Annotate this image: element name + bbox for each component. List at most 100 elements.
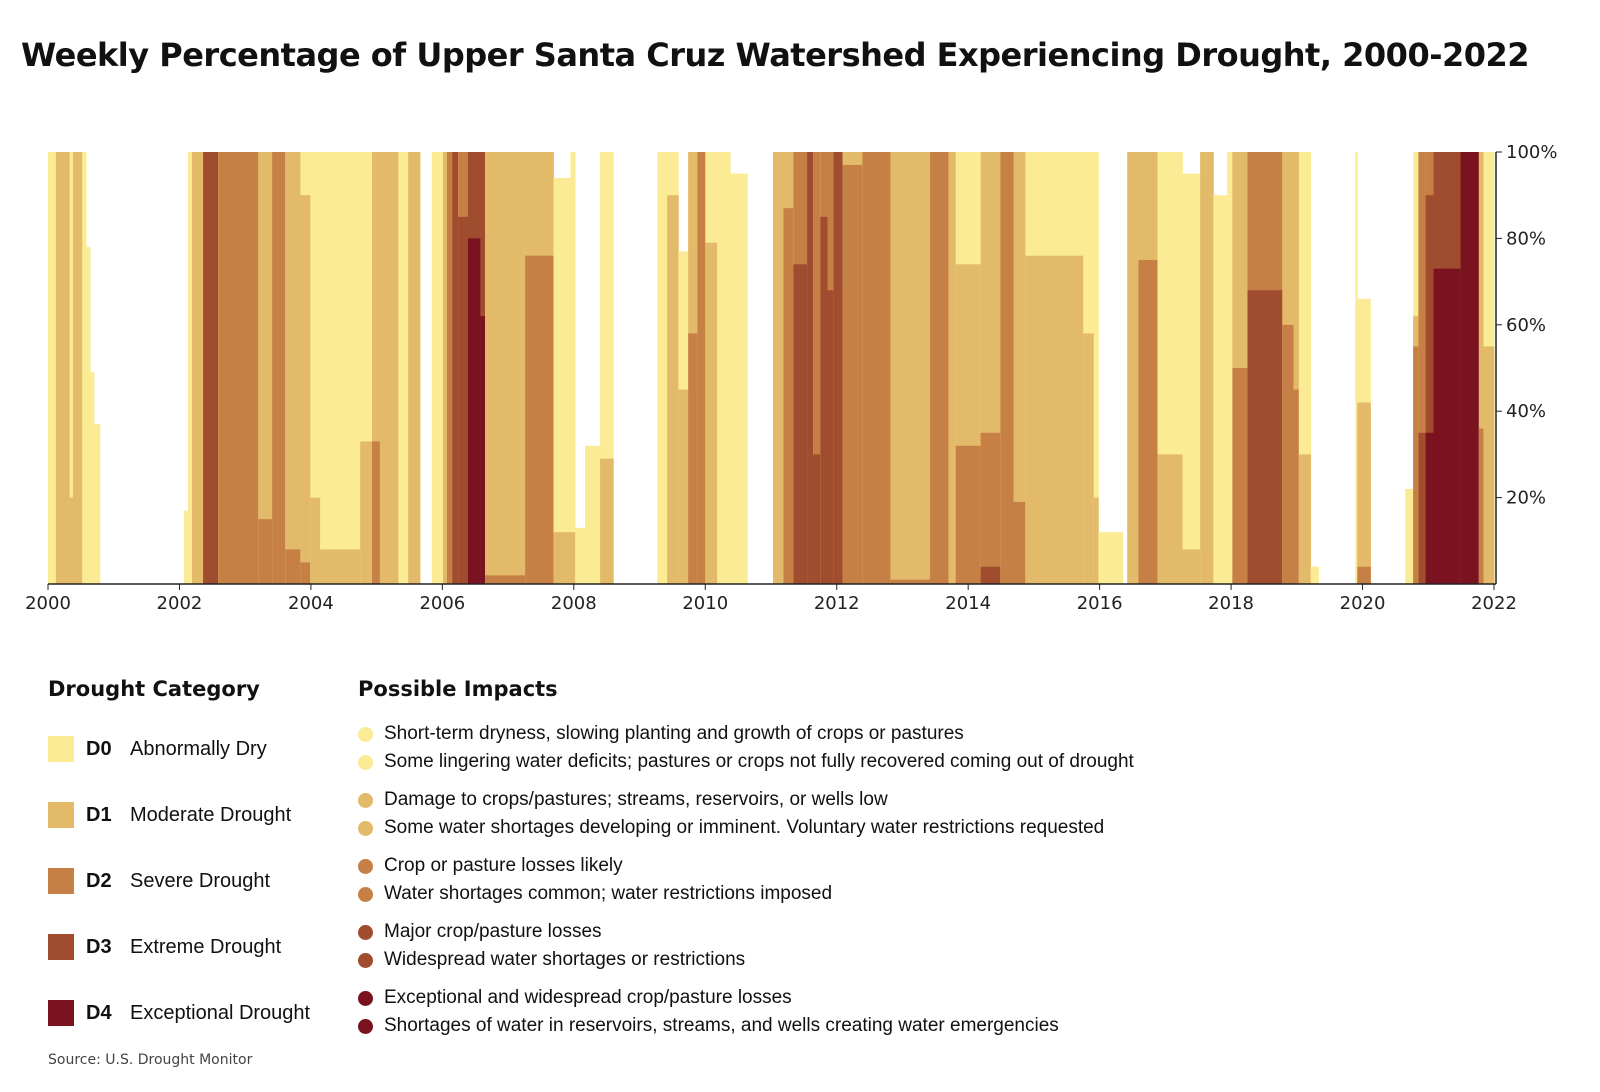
d1-area-segment (890, 152, 931, 584)
d3-area-segment (833, 152, 844, 584)
category-label: Exceptional Drought (130, 1001, 311, 1024)
d3-area-segment (813, 454, 821, 584)
d1-area-segment (705, 242, 718, 584)
d1-area-segment (360, 441, 373, 584)
d1-area-segment (678, 389, 689, 584)
impacts-title: Possible Impacts (358, 677, 558, 701)
impact-text: Some water shortages developing or immin… (384, 817, 1105, 838)
impact-text: Short-term dryness, slowing planting and… (384, 723, 964, 744)
d1-area-segment (443, 152, 448, 584)
d4-area-segment (1460, 152, 1480, 584)
bullet-icon (358, 726, 373, 742)
d1-area-segment (570, 532, 576, 584)
d3-area-segment (452, 152, 459, 584)
d2-area-segment (842, 164, 863, 584)
bullet-icon (358, 952, 373, 968)
bullet-icon (358, 924, 373, 940)
chart-title: Weekly Percentage of Upper Santa Cruz Wa… (20, 36, 1530, 74)
x-tick-label: 2016 (1077, 593, 1123, 614)
d2-swatch (48, 868, 74, 894)
bullet-icon (358, 1018, 373, 1034)
d0-area-segment (320, 152, 361, 584)
d0-area-segment (184, 510, 189, 584)
x-tick-label: 2004 (288, 593, 334, 614)
d0-area-segment (570, 152, 576, 584)
impact-text: Major crop/pasture losses (384, 921, 602, 942)
bullet-icon (358, 858, 373, 874)
bullet-icon (358, 754, 373, 770)
d2-area-segment (783, 208, 794, 584)
category-label: Moderate Drought (130, 803, 292, 826)
legend-item-d1: D1 Moderate Drought (48, 802, 291, 828)
d4-swatch (48, 1000, 74, 1026)
impact-item: Damage to crops/pastures; streams, reser… (358, 789, 888, 811)
x-tick-label: 2008 (551, 593, 597, 614)
category-code: D3 (86, 935, 112, 958)
x-tick-label: 2012 (814, 593, 860, 614)
d0-area-segment (730, 173, 748, 584)
d2-area-segment (1138, 260, 1158, 584)
d1-area-segment (55, 152, 71, 584)
d3-area-segment (1425, 195, 1434, 584)
d1-area-segment (1127, 152, 1139, 584)
d1-area-segment (191, 152, 204, 584)
d2-area-segment (1418, 152, 1427, 584)
impact-text: Exceptional and widespread crop/pasture … (384, 987, 792, 1008)
drought-chart: 2000 2002 2004 2006 2008 2010 2012 2014 2016 2018… (25, 142, 1557, 614)
bullet-icon (358, 820, 373, 836)
impact-item: Widespread water shortages or restrictio… (358, 949, 745, 971)
x-tick-label: 2022 (1471, 593, 1517, 614)
d0-area-segment (1405, 488, 1414, 584)
d1-area-segment (372, 152, 381, 584)
d3-swatch (48, 934, 74, 960)
impact-item: Crop or pasture losses likely (358, 855, 623, 877)
d1-area-segment (408, 152, 421, 584)
d1-area-segment (1025, 255, 1084, 584)
d0-area-segment (1310, 566, 1319, 584)
legend-title: Drought Category (48, 677, 260, 701)
x-tick-label: 2002 (157, 593, 203, 614)
d0-area-segment (1098, 532, 1124, 584)
d2-area-segment (525, 255, 554, 584)
impact-item: Some water shortages developing or immin… (358, 817, 1104, 839)
d1-area-segment (310, 497, 321, 584)
d2-area-segment (813, 152, 821, 584)
impact-item: Water shortages common; water restrictio… (358, 883, 832, 905)
d2-area-segment (1293, 389, 1300, 584)
d2-area-segment (272, 152, 286, 584)
y-tick-label: 40% (1506, 401, 1546, 422)
d0-area-segment (187, 152, 193, 584)
d1-area-segment (1483, 346, 1495, 584)
bullet-icon (358, 990, 373, 1006)
d0-area-segment (553, 177, 571, 585)
legend-item-d0: D0 Abnormally Dry (48, 736, 267, 762)
d1-area-segment (600, 458, 614, 584)
d0-area-segment (310, 152, 321, 584)
d1-area-segment (553, 532, 571, 584)
category-label: Severe Drought (130, 869, 271, 892)
legend-item-d2: D2 Severe Drought (48, 868, 270, 894)
d4-area-segment (480, 316, 486, 584)
bullet-icon (358, 792, 373, 808)
d2-area-segment (930, 152, 949, 584)
d2-area-segment (258, 519, 273, 584)
d1-area-segment (320, 549, 361, 584)
impact-text: Some lingering water deficits; pastures … (384, 751, 1134, 772)
d0-area-segment (575, 527, 586, 584)
d3-area-segment (1418, 432, 1427, 584)
d0-area-segment (584, 445, 601, 584)
d1-area-segment (285, 152, 301, 584)
d0-area-segment (82, 152, 87, 584)
bullet-icon (358, 886, 373, 902)
d3-area-segment (203, 152, 219, 584)
d3-area-segment (458, 216, 469, 585)
impact-text: Crop or pasture losses likely (384, 855, 623, 876)
d1-area-segment (485, 152, 526, 584)
x-tick-label: 2018 (1208, 593, 1254, 614)
drought-segments (48, 152, 1495, 585)
d3-area-segment (980, 566, 1001, 584)
d0-area-segment (90, 372, 95, 584)
d1-area-segment (1093, 497, 1099, 584)
impact-text: Widespread water shortages or restrictio… (384, 949, 746, 970)
y-tick-label: 60% (1506, 315, 1546, 336)
